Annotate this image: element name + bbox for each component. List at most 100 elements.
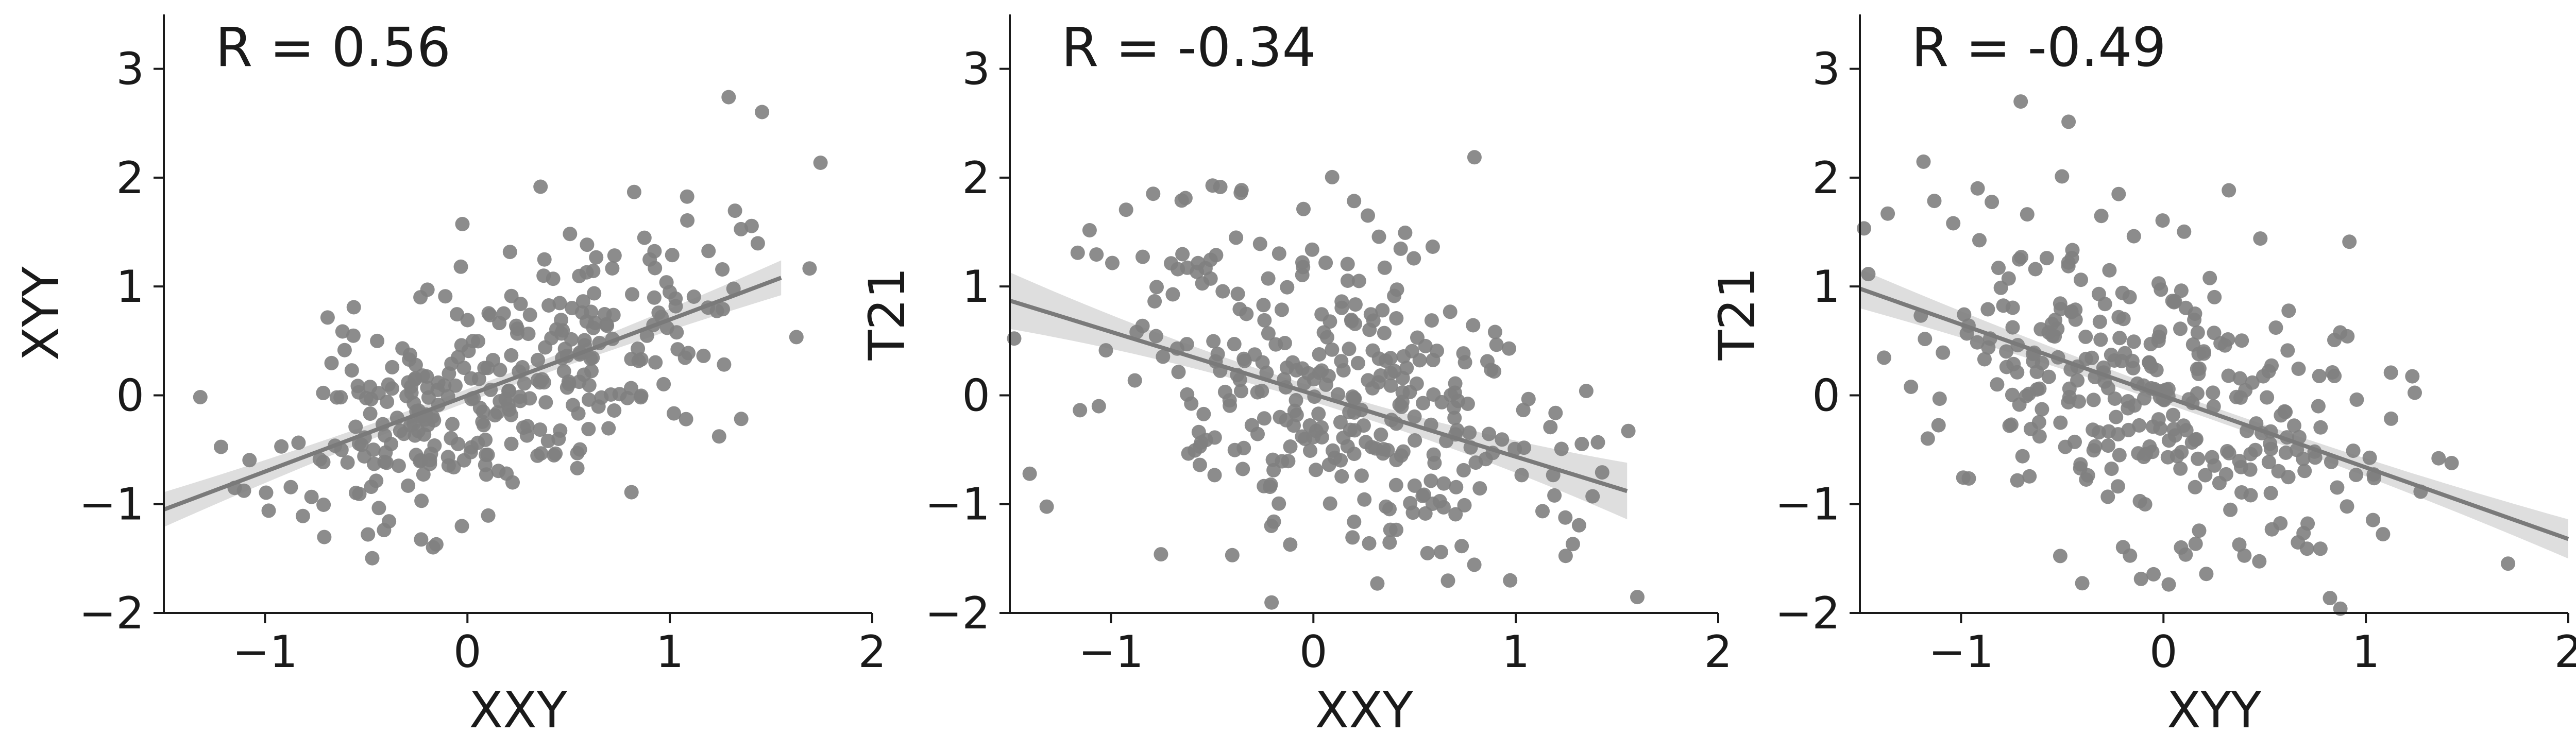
data-point — [813, 156, 828, 170]
data-point — [1348, 297, 1363, 312]
data-point — [1433, 544, 1448, 559]
data-point — [1514, 468, 1529, 483]
data-point — [2300, 541, 2314, 556]
data-point — [1235, 462, 1250, 476]
data-point — [1304, 242, 1319, 257]
data-point — [2065, 243, 2080, 258]
data-point — [402, 352, 417, 367]
data-point — [553, 423, 568, 438]
data-point — [2261, 455, 2276, 469]
data-point — [1289, 393, 1303, 407]
data-point — [521, 327, 536, 342]
data-point — [346, 300, 361, 315]
data-point — [668, 299, 683, 314]
data-point — [1426, 387, 1441, 402]
data-point — [1342, 342, 1357, 356]
data-point — [2501, 556, 2516, 571]
data-point — [601, 421, 616, 436]
data-point — [2287, 418, 2301, 433]
data-point — [750, 236, 765, 251]
data-point — [451, 350, 466, 365]
data-point — [451, 437, 465, 452]
data-point — [552, 296, 567, 311]
data-point — [2327, 369, 2342, 383]
data-points — [1857, 94, 2516, 616]
data-point — [1393, 241, 1408, 256]
data-point — [1880, 206, 1895, 221]
data-point — [414, 532, 429, 547]
data-point — [1361, 208, 1375, 223]
data-point — [378, 445, 393, 460]
data-point — [295, 508, 310, 523]
data-point — [1521, 391, 1536, 406]
data-point — [680, 189, 694, 204]
data-point — [1192, 439, 1207, 454]
data-point — [448, 378, 463, 393]
data-point — [2212, 475, 2227, 490]
data-point — [1345, 530, 1360, 545]
data-point — [2010, 365, 2025, 380]
data-point — [665, 248, 680, 263]
data-point — [2237, 548, 2252, 563]
data-point — [1585, 489, 1600, 504]
data-point — [320, 310, 335, 325]
data-point — [2174, 283, 2189, 298]
data-point — [2091, 286, 2106, 301]
data-point — [1489, 337, 1504, 352]
data-point — [2173, 461, 2188, 476]
data-point — [1985, 195, 1999, 210]
data-point — [1265, 452, 1280, 467]
data-point — [1311, 406, 1326, 421]
data-point — [2232, 371, 2247, 386]
data-point — [340, 455, 355, 470]
data-point — [2330, 480, 2345, 495]
x-tick-label: −1 — [1078, 626, 1144, 678]
data-point — [1936, 345, 1951, 360]
data-point — [416, 467, 431, 482]
data-point — [2376, 527, 2391, 542]
data-point — [639, 328, 654, 343]
data-point — [1331, 387, 1346, 402]
data-point — [1996, 298, 2011, 313]
data-point — [537, 252, 552, 267]
data-point — [2111, 186, 2126, 201]
data-point — [466, 334, 481, 349]
data-point — [709, 303, 724, 318]
data-point — [533, 179, 548, 194]
data-point — [2340, 329, 2355, 344]
data-point — [1436, 476, 1451, 491]
data-point — [624, 485, 639, 500]
data-point — [802, 261, 817, 276]
data-point — [504, 436, 519, 451]
data-point — [1423, 473, 1438, 488]
data-point — [2155, 213, 2170, 228]
data-point — [2094, 209, 2109, 224]
data-point — [480, 447, 495, 462]
data-point — [1447, 400, 1461, 415]
data-point — [1621, 423, 1636, 438]
data-point — [580, 237, 595, 252]
data-point — [1207, 430, 1222, 445]
data-point — [1460, 397, 1475, 411]
data-point — [1454, 539, 1469, 554]
data-point — [581, 422, 596, 436]
data-point — [1206, 334, 1221, 349]
data-point — [1105, 255, 1120, 270]
data-point — [680, 213, 695, 228]
data-point — [1426, 447, 1441, 462]
data-point — [2121, 394, 2136, 408]
data-point — [1408, 433, 1422, 448]
data-point — [2313, 420, 2328, 435]
data-point — [2132, 493, 2147, 508]
data-point — [2167, 294, 2182, 309]
data-point — [2243, 488, 2258, 503]
data-point — [1279, 413, 1294, 428]
data-point — [2019, 389, 2033, 403]
data-point — [1396, 444, 1411, 459]
data-point — [456, 361, 471, 376]
data-point — [686, 289, 701, 304]
data-point — [599, 317, 614, 332]
data-point — [538, 395, 553, 410]
data-point — [1239, 306, 1254, 321]
data-point — [1191, 255, 1206, 270]
